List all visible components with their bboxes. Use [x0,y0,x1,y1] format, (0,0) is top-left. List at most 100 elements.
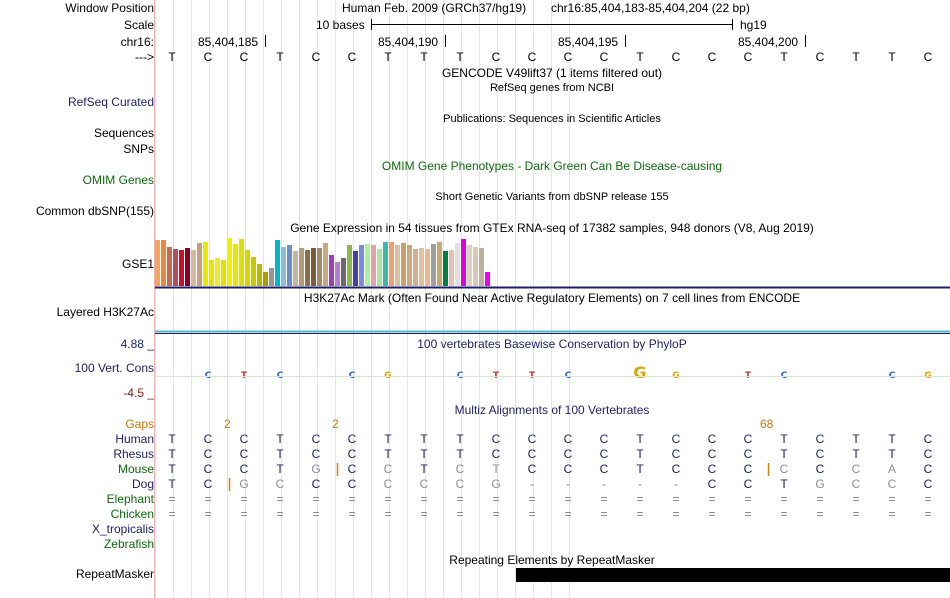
alignment-base: = [276,507,284,521]
h3k27ac-track-label[interactable]: Layered H3K27Ac [56,305,154,319]
omim-track-label[interactable]: OMIM Genes [82,173,154,187]
dbsnp-track-label[interactable]: Common dbSNP(155) [35,204,154,218]
alignment-base: = [888,492,896,506]
alignment-base: C [311,432,321,446]
gtex-tissue-bar [215,258,220,286]
gtex-track-label[interactable]: GSE1 [121,257,154,271]
species-label-rhesus[interactable]: Rhesus [113,447,154,461]
phylop-track-title: 100 vertebrates Basewise Conservation by… [417,337,687,351]
gtex-tissue-bar [395,245,400,286]
gtex-tissue-bar [305,250,310,286]
alignment-base: C [707,477,717,491]
alignment-base: T [420,432,428,446]
alignment-base: T [852,447,860,461]
gencode-track-title[interactable]: GENCODE V49lift37 (1 items filtered out) [441,66,663,80]
ruler-tick-label: 85,404,190 [378,35,439,49]
gtex-tissue-bar [479,248,484,286]
refseq-track-label[interactable]: RefSeq Curated [67,95,154,109]
alignment-base: T [276,447,284,461]
phylop-logo-mark: G [633,363,646,382]
scale-db: hg19 [740,18,767,32]
alignment-base: = [564,507,572,521]
assembly-name: Human Feb. 2009 (GRCh37/hg19) [342,1,527,15]
alignment-base: = [168,507,176,521]
species-label-dog[interactable]: Dog [131,477,154,491]
alignment-base: - [638,477,642,491]
alignment-base: C [527,432,537,446]
alignment-base: = [420,492,428,506]
gtex-track-title: Gene Expression in 54 tissues from GTEx … [290,221,814,235]
species-label-zebrafish[interactable]: Zebrafish [103,537,154,551]
alignment-base: = [744,507,752,521]
species-label-chicken[interactable]: Chicken [110,507,154,521]
gtex-tissue-bar [251,257,256,286]
alignment-base: A [887,462,896,476]
window-coords[interactable]: chr16:85,404,183-85,404,204 (22 bp) [551,1,750,15]
alignment-base: C [239,432,249,446]
alignment-base: = [348,507,356,521]
ruler-tick [445,35,446,47]
species-label-x-tropicalis[interactable]: X_tropicalis [91,522,154,536]
gtex-tissue-bar [287,245,292,286]
scale-label: Scale [123,18,154,32]
alignment-base: C [383,477,393,491]
gtex-tissue-bar [173,249,178,286]
alignment-base: = [600,492,608,506]
alignment-base: C [455,462,465,476]
gtex-tissue-bar [221,260,226,286]
alignment-base: C [707,447,717,461]
alignment-base: = [816,492,824,506]
alignment-base: T [636,462,644,476]
species-label-human[interactable]: Human [115,432,154,446]
alignment-base: = [564,492,572,506]
alignment-base: T [384,447,392,461]
species-label-mouse[interactable]: Mouse [117,462,154,476]
alignment-base: C [923,432,933,446]
alignment-base: C [923,462,933,476]
alignment-base: C [743,462,753,476]
alignment-base: = [204,507,212,521]
phylop-track-label[interactable]: 100 Vert. Cons [74,361,154,375]
snps-track-label[interactable]: SNPs [123,142,154,156]
repeatmasker-element[interactable] [516,568,950,582]
alignment-base: C [815,447,825,461]
alignment-base: C [527,462,537,476]
alignment-base: C [815,432,825,446]
alignment-base: = [348,492,356,506]
alignment-base: C [815,462,825,476]
alignment-base: C [707,462,717,476]
gtex-tissue-bar [341,258,346,286]
alignment-base: T [168,462,176,476]
alignment-base: C [347,477,357,491]
base-letter: C [239,50,249,64]
gtex-tissue-bar [377,249,382,286]
repeatmasker-track-label[interactable]: RepeatMasker [75,567,154,581]
gtex-tissue-bar [239,239,244,286]
omim-track-title: OMIM Gene Phenotypes - Dark Green Can Be… [381,159,723,173]
alignment-base: C [887,477,897,491]
alignment-base: T [492,462,500,476]
alignment-base: = [780,507,788,521]
base-letter: C [527,50,537,64]
alignment-base: = [276,492,284,506]
alignment-base: = [708,492,716,506]
chrom-label: chr16: [120,35,154,49]
alignment-base: T [888,432,896,446]
alignment-base: C [239,462,249,476]
alignment-base: C [347,432,357,446]
gtex-tissue-bar [191,250,196,286]
gtex-tissue-bar [275,240,280,286]
species-label-elephant[interactable]: Elephant [106,492,154,506]
base-letter: C [815,50,825,64]
gtex-tissue-bar [179,250,184,286]
sequences-track-label[interactable]: Sequences [93,126,154,140]
alignment-base: = [708,507,716,521]
base-letter: T [852,50,860,64]
gtex-tissue-bar [161,240,166,286]
alignment-base: C [599,447,609,461]
gtex-tissue-bar [329,255,334,286]
gtex-tissue-bar [347,245,352,286]
alignment-base: = [600,507,608,521]
